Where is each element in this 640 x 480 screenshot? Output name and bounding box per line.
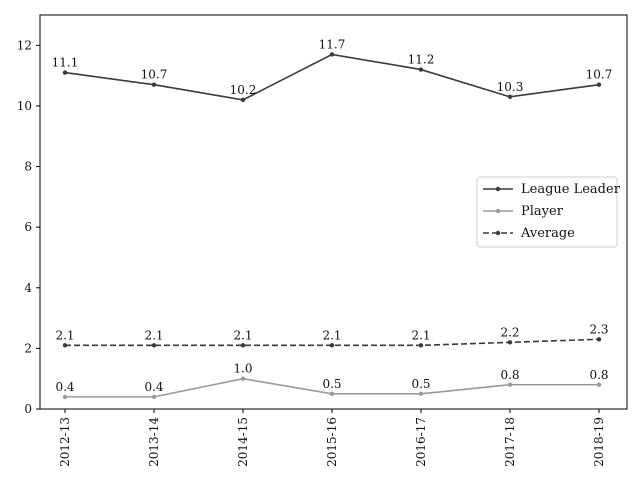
legend-label: Player bbox=[521, 204, 564, 219]
x-tick-label: 2017-18 bbox=[503, 417, 517, 467]
legend-swatch-marker bbox=[495, 230, 501, 236]
data-point bbox=[596, 82, 602, 87]
x-tick-label: 2013-14 bbox=[147, 417, 161, 467]
legend-label: League Leader bbox=[521, 182, 621, 197]
data-point bbox=[240, 97, 246, 103]
series-player: 0.4 0.4 1.0 0.5 0.5 0.8 0.8 bbox=[55, 362, 609, 400]
data-label: 10.7 bbox=[141, 68, 168, 82]
x-tick-label: 2015-16 bbox=[325, 417, 339, 467]
y-tick-label: 10 bbox=[17, 99, 32, 113]
data-point bbox=[240, 343, 246, 348]
data-point bbox=[329, 391, 335, 397]
data-label: 10.7 bbox=[586, 68, 613, 82]
data-point bbox=[329, 52, 335, 57]
data-label: 2.2 bbox=[500, 325, 519, 339]
x-tick-label: 2014-15 bbox=[236, 417, 250, 467]
data-point bbox=[507, 382, 513, 387]
data-point bbox=[151, 394, 157, 400]
data-label: 2.1 bbox=[233, 328, 252, 342]
data-point bbox=[151, 82, 157, 87]
y-tick-label: 2 bbox=[24, 341, 32, 355]
data-label: 0.4 bbox=[144, 380, 163, 394]
data-label: 0.5 bbox=[322, 377, 341, 391]
data-point bbox=[418, 391, 424, 397]
data-point bbox=[62, 394, 68, 400]
data-label: 0.4 bbox=[55, 380, 74, 394]
legend-item: League Leader bbox=[483, 182, 621, 197]
data-point bbox=[596, 382, 602, 387]
x-tick-label: 2016-17 bbox=[414, 417, 428, 467]
data-label: 0.8 bbox=[589, 368, 608, 382]
data-label: 10.2 bbox=[230, 83, 257, 97]
legend-item: Player bbox=[483, 204, 564, 219]
data-label: 10.3 bbox=[497, 80, 524, 94]
y-tick-label: 12 bbox=[17, 38, 32, 52]
data-point bbox=[329, 343, 335, 348]
data-point bbox=[62, 70, 68, 75]
legend-label: Average bbox=[520, 226, 575, 241]
data-point bbox=[507, 340, 513, 345]
legend-swatch-marker bbox=[495, 186, 501, 192]
data-point bbox=[507, 94, 513, 100]
data-point bbox=[62, 343, 68, 348]
data-label: 2.1 bbox=[322, 328, 341, 342]
y-tick-label: 8 bbox=[24, 160, 32, 174]
data-point bbox=[240, 376, 246, 381]
data-label: 2.1 bbox=[144, 328, 163, 342]
data-label: 1.0 bbox=[233, 362, 252, 376]
data-point bbox=[151, 343, 157, 348]
axes-layer: 0 2 4 6 8 10 12 2012-13 2013-14 2014-15 2015-16 201… bbox=[17, 38, 606, 467]
data-label: 11.2 bbox=[408, 53, 435, 67]
legend-swatch-marker bbox=[495, 208, 501, 214]
data-point bbox=[596, 337, 602, 342]
data-label: 11.7 bbox=[319, 37, 346, 51]
data-point bbox=[418, 67, 424, 72]
data-label: 0.5 bbox=[411, 377, 430, 391]
y-tick-label: 0 bbox=[24, 402, 32, 416]
data-label: 2.1 bbox=[55, 328, 74, 342]
plot-frame bbox=[39, 14, 628, 410]
x-tick-label: 2012-13 bbox=[58, 417, 72, 467]
series-average: 2.1 2.1 2.1 2.1 2.1 2.2 2.3 bbox=[55, 322, 609, 348]
legend-item: Average bbox=[483, 226, 575, 241]
data-point bbox=[418, 343, 424, 348]
legend: League Leader Player Average bbox=[476, 176, 621, 248]
x-tick-label: 2018-19 bbox=[592, 417, 606, 467]
legend-box bbox=[476, 176, 618, 248]
data-label: 11.1 bbox=[52, 56, 79, 70]
data-label: 2.1 bbox=[411, 328, 430, 342]
y-tick-label: 6 bbox=[24, 220, 32, 234]
plot-area bbox=[39, 14, 628, 410]
data-label: 0.8 bbox=[500, 368, 519, 382]
y-tick-label: 4 bbox=[24, 281, 32, 295]
data-label: 2.3 bbox=[589, 322, 608, 336]
series-league-leader: 11.1 10.7 10.2 11.7 11.2 10.3 10.7 bbox=[52, 37, 613, 103]
series-layer: 11.1 10.7 10.2 11.7 11.2 10.3 10.7 0.4 0.4 1.0 0.5… bbox=[52, 37, 613, 400]
